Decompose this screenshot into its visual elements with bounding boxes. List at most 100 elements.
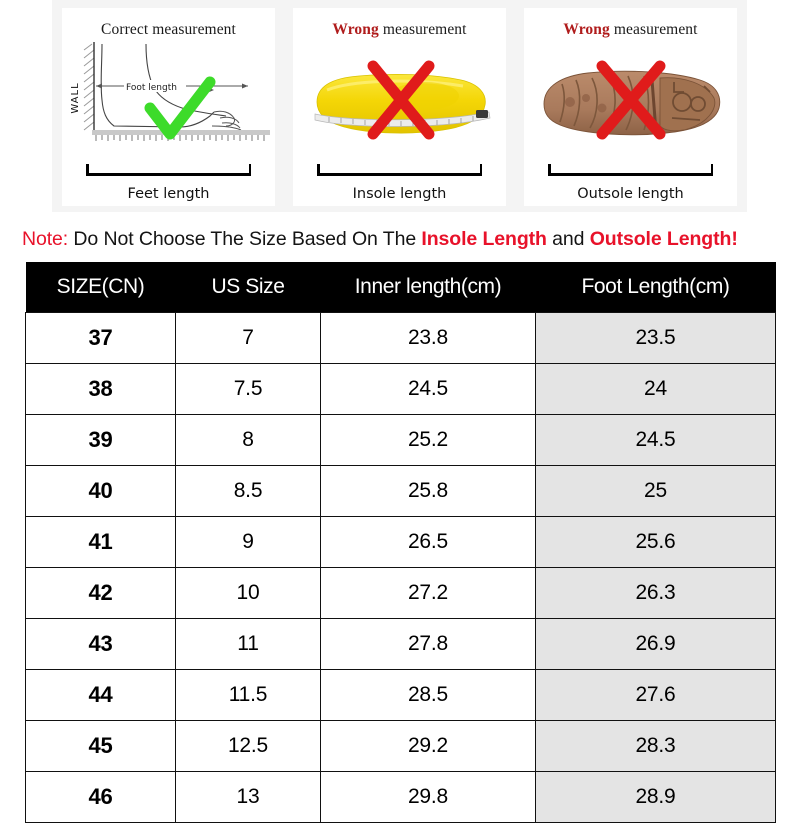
table-row: 43 11 27.8 26.9 xyxy=(25,618,776,670)
note-line: Note: Do Not Choose The Size Based On Th… xyxy=(22,228,738,251)
note-emphasis-outsole: Outsole Length xyxy=(589,228,732,250)
panel-wrong-outsole: Wrong measurement xyxy=(524,8,737,206)
size-chart-table: SIZE(CN) US Size Inner length(cm) Foot L… xyxy=(25,262,776,823)
note-text-2: and xyxy=(546,228,590,250)
table-row: 39 8 25.2 24.5 xyxy=(25,414,776,466)
table-cell-foot-length: 26.3 xyxy=(535,567,776,619)
table-cell-foot-length: 25.6 xyxy=(535,516,776,568)
table-cell-size-cn: 44 xyxy=(25,669,176,721)
panel-caption-feet-length: Feet length xyxy=(127,186,210,202)
panel-title-wrong-outsole: Wrong measurement xyxy=(524,8,737,39)
table-cell-foot-length: 24.5 xyxy=(535,414,776,466)
yellow-insole-icon xyxy=(314,60,491,140)
column-header-size-cn: SIZE(CN) xyxy=(25,262,176,313)
bracket-cap-right xyxy=(710,164,713,176)
panel-title-suffix: measurement xyxy=(378,21,467,38)
panel-title-wrong-insole: Wrong measurement xyxy=(293,8,506,39)
bracket-cap-left xyxy=(317,164,320,176)
wall-label: WALL xyxy=(70,82,81,113)
bracket-line xyxy=(548,173,713,176)
table-cell-size-cn: 42 xyxy=(25,567,176,619)
table-cell-inner-length: 25.2 xyxy=(320,414,536,466)
table-header: SIZE(CN) US Size Inner length(cm) Foot L… xyxy=(25,262,776,313)
table-body: 37 7 23.8 23.5 38 7.5 24.5 24 39 8 25.2 24.5 40 8.5 25… xyxy=(25,312,776,823)
table-cell-size-cn: 37 xyxy=(25,312,176,364)
measure-bracket xyxy=(548,164,713,176)
table-cell-inner-length: 25.8 xyxy=(320,465,536,517)
table-cell-us-size: 9 xyxy=(175,516,321,568)
table-cell-size-cn: 43 xyxy=(25,618,176,670)
table-cell-us-size: 11 xyxy=(175,618,321,670)
table-row: 42 10 27.2 26.3 xyxy=(25,567,776,619)
table-row: 40 8.5 25.8 25 xyxy=(25,465,776,517)
table-row: 41 9 26.5 25.6 xyxy=(25,516,776,568)
table-row: 44 11.5 28.5 27.6 xyxy=(25,669,776,721)
table-cell-us-size: 7 xyxy=(175,312,321,364)
table-cell-inner-length: 27.2 xyxy=(320,567,536,619)
panel-title-correct: Correct measurement xyxy=(62,8,275,39)
table-cell-size-cn: 45 xyxy=(25,720,176,772)
note-label: Note: xyxy=(22,228,69,250)
table-cell-foot-length: 25 xyxy=(535,465,776,517)
bracket-line xyxy=(86,173,251,176)
panel-title-prefix: Wrong xyxy=(332,21,379,38)
note-text-1: Do Not Choose The Size Based On The xyxy=(68,228,422,250)
bracket-cap-left xyxy=(548,164,551,176)
table-cell-us-size: 11.5 xyxy=(175,669,321,721)
panel-caption-outsole-length: Outsole length xyxy=(577,186,684,202)
table-cell-us-size: 13 xyxy=(175,771,321,823)
table-cell-size-cn: 39 xyxy=(25,414,176,466)
panel-title-prefix: Wrong xyxy=(563,21,610,38)
column-header-us-size: US Size xyxy=(175,262,321,313)
table-cell-foot-length: 28.3 xyxy=(535,720,776,772)
note-emphasis-insole: Insole Length xyxy=(421,228,547,250)
table-cell-inner-length: 26.5 xyxy=(320,516,536,568)
panel-caption-insole-length: Insole length xyxy=(352,186,447,202)
table-cell-size-cn: 46 xyxy=(25,771,176,823)
table-cell-us-size: 10 xyxy=(175,567,321,619)
panel-title-suffix: measurement xyxy=(609,21,698,38)
column-header-foot-length: Foot Length(cm) xyxy=(535,262,776,313)
table-cell-foot-length: 23.5 xyxy=(535,312,776,364)
table-cell-us-size: 8.5 xyxy=(175,465,321,517)
red-cross-icon xyxy=(367,60,435,140)
table-cell-foot-length: 24 xyxy=(535,363,776,415)
foot-profile-diagram-icon: WALL Foot length xyxy=(70,42,270,141)
panel-correct-measurement: Correct measurement WALL xyxy=(62,8,275,206)
note-text-3: ! xyxy=(731,228,738,250)
panel-wrong-insole: Wrong measurement xyxy=(293,8,506,206)
table-cell-foot-length: 26.9 xyxy=(535,618,776,670)
table-cell-size-cn: 38 xyxy=(25,363,176,415)
bracket-cap-left xyxy=(86,164,89,176)
table-cell-inner-length: 23.8 xyxy=(320,312,536,364)
table-cell-size-cn: 40 xyxy=(25,465,176,517)
column-header-inner-length: Inner length(cm) xyxy=(320,262,536,313)
bracket-line xyxy=(317,173,482,176)
table-row: 46 13 29.8 28.9 xyxy=(25,771,776,823)
bracket-cap-right xyxy=(479,164,482,176)
red-cross-icon xyxy=(596,60,666,140)
measuring-tape-icon xyxy=(314,111,491,127)
table-row: 45 12.5 29.2 28.3 xyxy=(25,720,776,772)
panel-title-prefix: Correct xyxy=(101,21,149,38)
measure-bracket xyxy=(86,164,251,176)
table-cell-foot-length: 27.6 xyxy=(535,669,776,721)
table-cell-inner-length: 29.8 xyxy=(320,771,536,823)
table-row: 37 7 23.8 23.5 xyxy=(25,312,776,364)
table-cell-inner-length: 24.5 xyxy=(320,363,536,415)
table-cell-us-size: 12.5 xyxy=(175,720,321,772)
table-row: 38 7.5 24.5 24 xyxy=(25,363,776,415)
table-cell-us-size: 8 xyxy=(175,414,321,466)
table-cell-inner-length: 28.5 xyxy=(320,669,536,721)
table-cell-us-size: 7.5 xyxy=(175,363,321,415)
table-cell-foot-length: 28.9 xyxy=(535,771,776,823)
illustration-strip: Correct measurement WALL xyxy=(52,0,747,212)
panel-title-suffix: measurement xyxy=(148,21,236,38)
table-header-row: SIZE(CN) US Size Inner length(cm) Foot L… xyxy=(25,262,776,313)
green-check-icon xyxy=(144,76,216,140)
table-cell-size-cn: 41 xyxy=(25,516,176,568)
measure-bracket xyxy=(317,164,482,176)
bracket-cap-right xyxy=(248,164,251,176)
table-cell-inner-length: 29.2 xyxy=(320,720,536,772)
brown-outsole-icon xyxy=(543,60,721,140)
